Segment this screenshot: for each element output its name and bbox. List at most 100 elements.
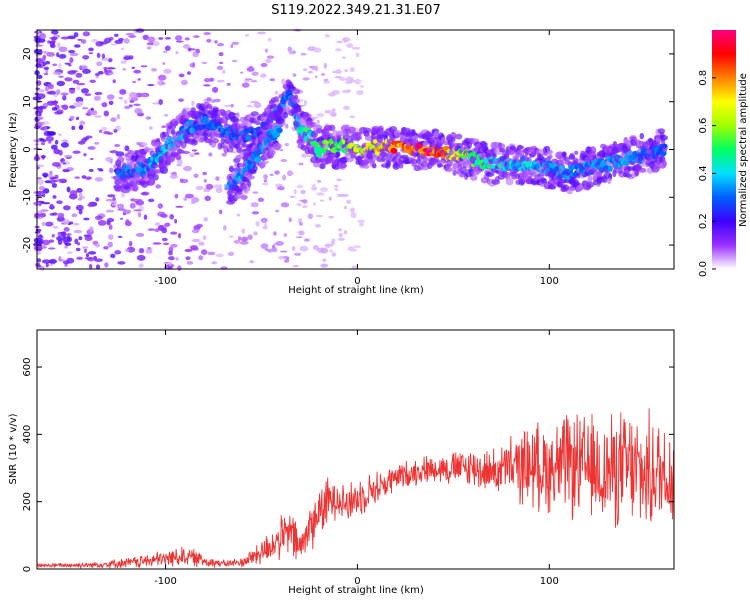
spectrogram-noise-blob bbox=[282, 174, 287, 181]
spectrogram-noise-blob bbox=[91, 38, 98, 43]
spectrogram-noise-blob bbox=[253, 231, 258, 236]
spectrogram-noise-blob bbox=[177, 159, 183, 165]
spectrogram-noise-blob bbox=[61, 104, 66, 109]
spectrogram-noise-blob bbox=[77, 38, 83, 41]
spectrogram-ridge-blob bbox=[390, 147, 398, 154]
spectrogram-noise-blob bbox=[69, 57, 74, 64]
spectrogram-halo-blob bbox=[223, 145, 229, 154]
spectrogram-noise-blob bbox=[163, 68, 172, 74]
spectrogram-noise-blob bbox=[40, 209, 49, 212]
spectrogram-noise-blob bbox=[322, 258, 327, 262]
spectrogram-noise-blob bbox=[177, 98, 185, 102]
spectrogram-noise-blob bbox=[145, 249, 153, 254]
spectrogram-noise-blob bbox=[120, 217, 124, 220]
spectrogram-halo-blob bbox=[639, 132, 645, 140]
spectrogram-halo-blob bbox=[340, 158, 348, 163]
spectrogram-noise-blob bbox=[170, 231, 178, 235]
spectrogram-noise-blob bbox=[47, 173, 54, 179]
spectrogram-noise-blob bbox=[75, 204, 84, 211]
spectrogram-noise-blob bbox=[192, 229, 200, 234]
spectrogram-x-tick-label: 100 bbox=[540, 276, 559, 287]
spectrogram-noise-blob bbox=[122, 209, 131, 215]
spectrogram-noise-blob bbox=[72, 79, 80, 84]
spectrogram-noise-blob bbox=[101, 53, 106, 59]
spectrogram-noise-blob bbox=[311, 184, 316, 187]
snr-y-ticks: 0 200 400 600 bbox=[22, 357, 674, 572]
spectrogram-noise-blob bbox=[88, 168, 94, 172]
spectrogram-noise-blob bbox=[142, 34, 149, 40]
spectrogram-noise-blob bbox=[60, 142, 69, 148]
spectrogram-halo-blob bbox=[190, 107, 196, 113]
spectrogram-halo-blob bbox=[452, 169, 457, 176]
spectrogram-noise-blob bbox=[60, 36, 70, 40]
spectrogram-noise-blob bbox=[147, 83, 155, 87]
spectrogram-noise-blob bbox=[75, 72, 83, 78]
spectrogram-noise-blob bbox=[219, 209, 223, 215]
spectrogram-halo-blob bbox=[155, 137, 161, 143]
spectrogram-halo-blob bbox=[492, 153, 497, 159]
spectrogram-noise-blob bbox=[241, 236, 248, 243]
spectrogram-noise-blob bbox=[337, 237, 345, 241]
spectrogram-noise-blob bbox=[191, 197, 200, 203]
spectrogram-noise-blob bbox=[133, 103, 141, 107]
spectrogram-noise-blob bbox=[324, 243, 332, 248]
spectrogram-noise-blob bbox=[257, 31, 266, 35]
spectrogram-noise-blob bbox=[135, 232, 145, 237]
spectrogram-noise-blob bbox=[250, 202, 259, 208]
spectrogram-noise-blob bbox=[357, 219, 365, 223]
spectrogram-noise-blob bbox=[129, 202, 136, 209]
spectrogram-noise-blob bbox=[36, 74, 43, 79]
spectrogram-noise-blob bbox=[137, 78, 141, 81]
spectrogram-noise-blob bbox=[283, 259, 290, 263]
spectrogram-noise-blob bbox=[131, 66, 136, 69]
spectrogram-noise-blob bbox=[303, 68, 308, 71]
spectrogram-noise-blob bbox=[47, 40, 51, 44]
spectrogram-noise-blob bbox=[67, 251, 73, 255]
spectrogram-y-tick-label: 20 bbox=[22, 48, 33, 61]
spectrogram-halo-blob bbox=[518, 178, 527, 183]
spectrogram-halo-blob bbox=[206, 103, 213, 110]
spectrogram-halo-blob bbox=[423, 155, 428, 164]
spectrogram-noise-blob bbox=[67, 35, 76, 40]
spectrogram-noise-blob bbox=[180, 178, 189, 184]
spectrogram-noise-blob bbox=[42, 172, 49, 178]
spectrogram-noise-blob bbox=[350, 207, 355, 213]
spectrogram-noise-blob bbox=[45, 135, 54, 142]
spectrogram-noise-blob bbox=[113, 129, 118, 133]
spectrogram-halo-blob bbox=[152, 173, 159, 181]
spectrogram-noise-blob bbox=[247, 234, 253, 240]
spectrogram-noise-blob bbox=[320, 263, 329, 268]
spectrogram-noise-blob bbox=[296, 202, 302, 207]
spectrogram-noise-blob bbox=[64, 77, 73, 82]
spectrogram-noise-blob bbox=[108, 72, 115, 75]
spectrogram-noise-blob bbox=[61, 139, 69, 143]
spectrogram-noise-blob bbox=[164, 222, 171, 227]
spectrogram-noise-blob bbox=[289, 195, 296, 198]
spectrogram-halo-blob bbox=[657, 128, 666, 134]
spectrogram-noise-blob bbox=[76, 188, 83, 193]
spectrogram-noise-blob bbox=[51, 162, 61, 167]
spectrogram-noise-blob bbox=[86, 176, 92, 180]
spectrogram-noise-blob bbox=[115, 151, 125, 157]
spectrogram-halo-blob bbox=[332, 129, 338, 137]
spectrogram-halo-blob bbox=[132, 184, 139, 192]
figure-title: S119.2022.349.21.31.E07 bbox=[271, 3, 440, 18]
spectrogram-halo-blob bbox=[400, 127, 406, 135]
spectrogram-noise-blob bbox=[138, 248, 145, 254]
spectrogram-noise-blob bbox=[298, 230, 304, 236]
spectrogram-noise-blob bbox=[331, 90, 341, 95]
spectrogram-noise-blob bbox=[72, 150, 81, 154]
spectrogram-noise-blob bbox=[349, 67, 355, 73]
spectrogram-noise-blob bbox=[41, 139, 47, 142]
spectrogram-noise-blob bbox=[203, 217, 209, 222]
spectrogram-noise-blob bbox=[58, 62, 62, 69]
spectrogram-noise-blob bbox=[299, 245, 309, 252]
spectrogram-noise-blob bbox=[37, 210, 42, 214]
spectrogram-noise-blob bbox=[38, 186, 46, 191]
spectrogram-noise-blob bbox=[47, 247, 56, 250]
spectrogram-ridge-blob bbox=[253, 156, 262, 163]
spectrogram-noise-blob bbox=[328, 196, 332, 201]
spectrogram-noise-blob bbox=[178, 73, 185, 78]
spectrogram-y-tick-label: -10 bbox=[22, 189, 33, 205]
spectrogram-noise-blob bbox=[300, 189, 306, 195]
